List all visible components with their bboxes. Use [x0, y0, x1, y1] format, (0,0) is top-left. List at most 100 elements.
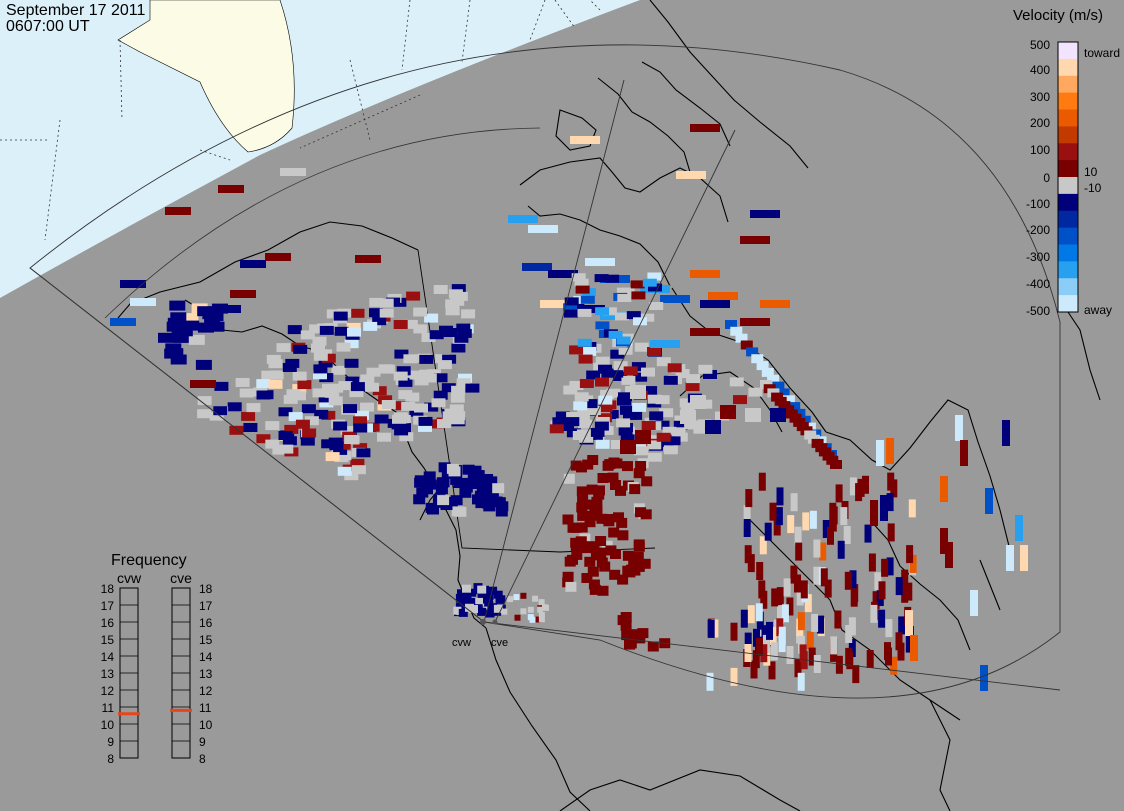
- velocity-cell: [573, 401, 588, 411]
- velocity-cell: [680, 410, 696, 424]
- velocity-cell: [562, 571, 574, 582]
- velocity-tick-label: 100: [1030, 143, 1050, 157]
- velocity-cell: [605, 274, 620, 283]
- velocity-cell: [711, 619, 719, 638]
- velocity-cell: [321, 410, 336, 420]
- velocity-cell: [353, 416, 367, 426]
- velocity-cell: [887, 523, 895, 542]
- coastline: [929, 699, 951, 811]
- velocity-cell: [372, 316, 387, 326]
- velocity-cell: [569, 381, 584, 390]
- velocity-cell: [621, 375, 636, 385]
- velocity-cell: [229, 425, 244, 435]
- velocity-cell: [340, 426, 355, 435]
- velocity-cell: [874, 572, 882, 591]
- velocity-cell: [751, 354, 764, 364]
- velocity-cell: [380, 364, 395, 374]
- velocity-cell: [602, 307, 617, 316]
- velocity-cell: [786, 646, 794, 664]
- velocity-cell: [492, 483, 505, 494]
- velocity-color-step: [1058, 160, 1078, 178]
- velocity-cell: [413, 324, 428, 334]
- velocity-cell: [574, 278, 589, 287]
- velocity-cell: [369, 297, 384, 307]
- velocity-cell: [620, 612, 632, 622]
- velocity-cell: [901, 569, 909, 588]
- velocity-tick-label: 400: [1030, 63, 1050, 77]
- velocity-tick-label: -400: [1026, 277, 1050, 291]
- velocity-cell: [356, 448, 371, 458]
- velocity-cell: [197, 396, 212, 406]
- velocity-cell: [609, 569, 621, 580]
- velocity-cell: [344, 435, 359, 444]
- velocity-cell: [297, 380, 312, 390]
- velocity-cell: [743, 519, 751, 537]
- velocity-color-step: [1058, 126, 1078, 144]
- velocity-cell: [647, 440, 662, 450]
- velocity-cell: [640, 509, 652, 520]
- velocity-cell: [586, 510, 598, 521]
- velocity-cell: [595, 307, 610, 316]
- velocity-cell: [608, 527, 620, 538]
- velocity-cell: [488, 586, 498, 595]
- velocity-tick-label: 10: [1084, 165, 1098, 179]
- velocity-tick-label: -500: [1026, 304, 1050, 318]
- frequency-tick-right: 18: [199, 582, 213, 596]
- velocity-cell: [563, 473, 575, 484]
- velocity-cell: [745, 408, 761, 422]
- velocity-cell: [169, 300, 186, 311]
- velocity-cell: [555, 411, 570, 421]
- frequency-tick-right: 11: [199, 701, 212, 715]
- velocity-cell: [881, 558, 889, 577]
- velocity-cell: [350, 382, 365, 392]
- velocity-cell: [898, 616, 906, 635]
- velocity-cell: [598, 364, 612, 374]
- velocity-cell: [876, 440, 884, 466]
- velocity-cell: [540, 300, 570, 308]
- velocity-cell: [686, 374, 701, 384]
- velocity-cell: [344, 358, 359, 368]
- velocity-cell: [642, 278, 657, 287]
- velocity-cell: [243, 423, 258, 432]
- velocity-cell: [183, 320, 200, 331]
- velocity-cell: [634, 633, 646, 644]
- coastline: [641, 61, 731, 147]
- velocity-cell: [649, 302, 664, 310]
- radar-site-cve: [492, 619, 498, 625]
- velocity-cell: [566, 412, 581, 421]
- velocity-cell: [595, 417, 610, 426]
- velocity-away-label: away: [1084, 303, 1112, 317]
- velocity-cell: [769, 627, 777, 645]
- velocity-cell: [594, 274, 609, 283]
- velocity-cell: [820, 568, 828, 587]
- velocity-cell: [436, 477, 449, 488]
- velocity-cell: [227, 402, 242, 412]
- velocity-cell: [449, 404, 464, 414]
- velocity-cell: [256, 434, 271, 444]
- graticule-line: [44, 119, 61, 241]
- velocity-cell: [808, 647, 816, 666]
- velocity-cell: [748, 387, 763, 397]
- velocity-cell: [595, 356, 610, 366]
- velocity-cell: [538, 616, 545, 623]
- velocity-cell: [435, 484, 448, 495]
- velocity-cell: [637, 628, 649, 639]
- velocity-cell: [570, 136, 600, 144]
- velocity-cell: [280, 168, 306, 176]
- velocity-cell: [355, 255, 381, 263]
- velocity-cell: [413, 494, 426, 505]
- velocity-cell: [758, 580, 766, 599]
- velocity-cell: [1006, 545, 1014, 571]
- frequency-station-cvw: cvw: [117, 570, 142, 586]
- velocity-cell: [405, 392, 420, 402]
- velocity-cell: [790, 565, 798, 584]
- velocity-cell: [393, 320, 408, 329]
- frequency-tick-left: 11: [102, 701, 115, 715]
- velocity-cell: [846, 651, 854, 670]
- velocity-cell: [617, 574, 629, 585]
- velocity-cell: [647, 272, 662, 281]
- velocity-cell: [346, 322, 361, 332]
- velocity-cell: [396, 366, 411, 376]
- velocity-cell: [398, 377, 413, 387]
- velocity-cell: [766, 621, 773, 640]
